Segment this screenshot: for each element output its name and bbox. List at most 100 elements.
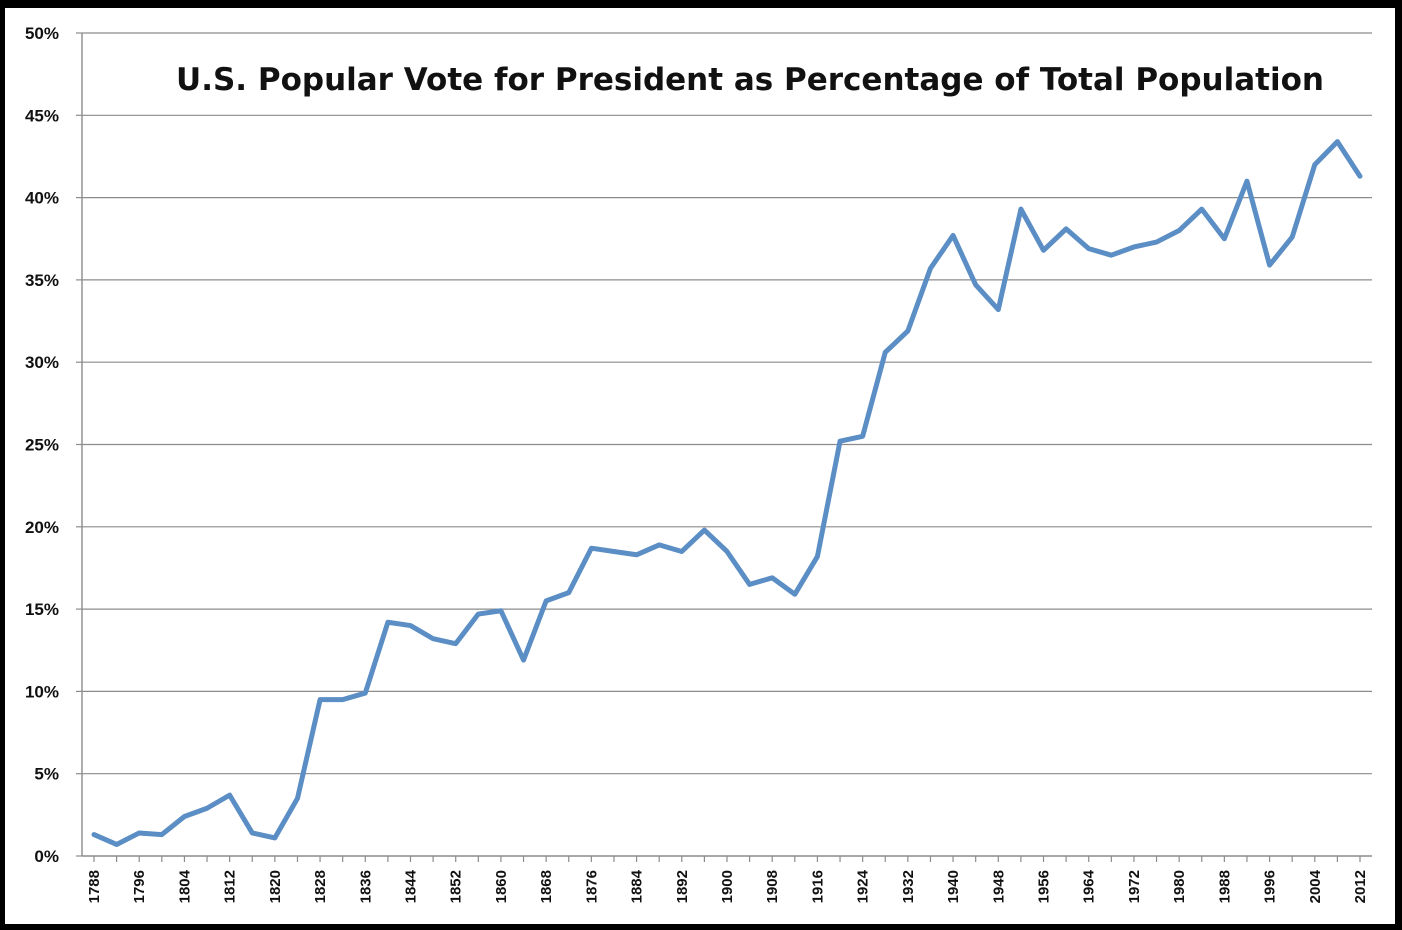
x-tick-label: 1932 xyxy=(900,870,917,903)
data-point xyxy=(905,328,911,334)
data-point xyxy=(114,842,119,847)
x-tick-label: 1788 xyxy=(86,870,103,903)
chart-title: U.S. Popular Vote for President as Perce… xyxy=(176,62,1324,98)
y-tick-label: 50% xyxy=(25,24,59,43)
x-tick-label: 1972 xyxy=(1126,870,1143,903)
data-point xyxy=(1063,226,1069,232)
x-tick-label: 1828 xyxy=(312,870,329,903)
data-point xyxy=(589,545,594,551)
x-tick-label: 1908 xyxy=(764,870,781,903)
y-axis-ticks: 0% 5% 10% 15% 20% 25% 30% 35% 40% 45% 50% xyxy=(25,24,82,866)
data-point xyxy=(317,697,323,702)
x-tick-label: 1956 xyxy=(1036,870,1053,903)
y-tick-label: 10% xyxy=(25,682,59,701)
data-point xyxy=(295,796,300,801)
data-point xyxy=(656,542,662,548)
data-point xyxy=(1312,162,1317,167)
x-tick-label: 1860 xyxy=(493,870,510,903)
y-tick-label: 45% xyxy=(25,106,59,125)
y-tick-label: 0% xyxy=(34,847,59,866)
data-point xyxy=(498,608,504,613)
data-point xyxy=(250,830,255,836)
gridlines xyxy=(82,32,1372,775)
line-chart: 0% 5% 10% 15% 20% 25% 30% 35% 40% 45% 50% 1788 1796… xyxy=(25,24,1372,903)
y-tick-label: 5% xyxy=(34,765,59,784)
data-point xyxy=(1041,248,1046,253)
data-point xyxy=(1018,206,1024,212)
data-point xyxy=(724,549,730,554)
y-tick-label: 40% xyxy=(25,189,59,208)
data-point xyxy=(1335,139,1340,144)
data-point xyxy=(1154,239,1159,245)
series-layer xyxy=(91,139,1363,847)
x-tick-label: 1852 xyxy=(448,870,465,903)
x-tick-label: 1924 xyxy=(855,869,872,903)
data-point xyxy=(1131,244,1137,250)
x-tick-label: 1948 xyxy=(990,870,1007,903)
chart-frame: 0% 5% 10% 15% 20% 25% 30% 35% 40% 45% 50% 1788 1796… xyxy=(5,8,1395,924)
data-point xyxy=(408,623,413,628)
data-point xyxy=(860,434,865,439)
data-point xyxy=(634,552,639,557)
x-tick-label: 2004 xyxy=(1307,869,1324,903)
data-point xyxy=(950,233,956,238)
x-tick-label: 1812 xyxy=(222,870,239,903)
x-tick-label: 1980 xyxy=(1171,870,1188,903)
x-tick-label: 1844 xyxy=(403,869,420,903)
data-point xyxy=(340,697,345,702)
data-point xyxy=(453,641,458,646)
x-tick-label: 1940 xyxy=(945,870,962,903)
data-point xyxy=(883,350,888,355)
y-tick-label: 20% xyxy=(25,518,59,537)
x-tick-label: 1876 xyxy=(583,870,600,903)
y-tick-label: 25% xyxy=(25,436,59,455)
data-point xyxy=(182,814,187,819)
data-point xyxy=(543,598,549,604)
series-line xyxy=(91,139,1363,847)
data-point xyxy=(973,282,978,288)
data-point xyxy=(1357,174,1363,179)
y-tick-label: 35% xyxy=(25,271,59,290)
data-point xyxy=(702,527,707,533)
data-point xyxy=(204,806,210,811)
x-tick-label: 2012 xyxy=(1352,870,1369,903)
x-tick-label: 1916 xyxy=(809,870,826,903)
x-tick-label: 1820 xyxy=(267,870,284,903)
x-tick-label: 1988 xyxy=(1216,870,1233,903)
data-point xyxy=(928,266,933,271)
data-point xyxy=(159,832,165,837)
data-point xyxy=(1222,236,1227,241)
data-point xyxy=(611,549,617,554)
x-tick-label: 1996 xyxy=(1262,870,1279,903)
y-tick-label: 30% xyxy=(25,353,59,372)
x-axis-ticks: 1788 1796 1804 1812 1820 1828 1836 1844 1852 1860… xyxy=(86,856,1369,903)
data-point xyxy=(1267,262,1272,268)
x-tick-label: 1868 xyxy=(538,870,555,903)
data-point xyxy=(385,620,391,625)
data-point xyxy=(476,611,481,617)
data-point xyxy=(137,830,142,836)
x-tick-label: 1900 xyxy=(719,870,736,903)
data-point xyxy=(815,554,820,559)
data-point xyxy=(770,575,775,581)
x-tick-label: 1796 xyxy=(131,870,148,903)
data-point xyxy=(1086,246,1091,251)
data-point xyxy=(1109,253,1114,258)
data-point xyxy=(430,636,436,641)
data-point xyxy=(679,549,684,554)
data-point xyxy=(1199,206,1204,212)
data-point xyxy=(91,832,97,837)
data-point xyxy=(1244,178,1250,184)
x-tick-label: 1892 xyxy=(674,870,691,903)
data-point xyxy=(1176,228,1182,233)
data-point xyxy=(792,592,798,597)
data-point xyxy=(1289,234,1295,240)
data-point xyxy=(227,792,232,798)
data-point xyxy=(747,582,752,587)
data-point xyxy=(521,657,526,663)
x-tick-label: 1964 xyxy=(1081,869,1098,903)
x-tick-label: 1836 xyxy=(357,870,374,903)
x-tick-label: 1884 xyxy=(629,869,646,903)
x-tick-label: 1804 xyxy=(176,869,193,903)
data-point xyxy=(837,439,843,444)
